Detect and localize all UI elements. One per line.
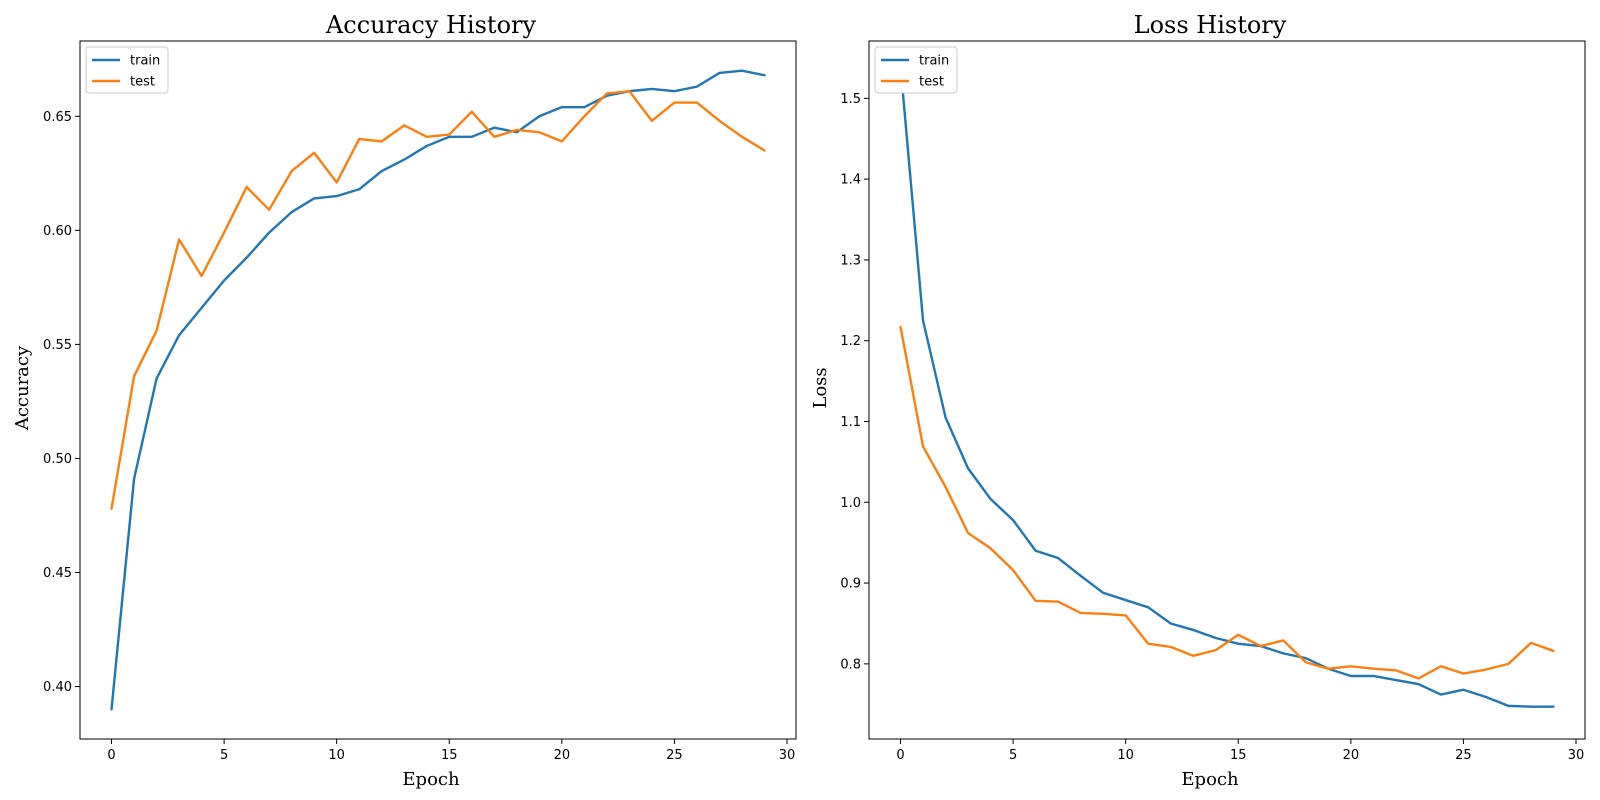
x-tick-label: 20: [554, 748, 571, 763]
y-tick-label: 1.0: [840, 496, 861, 511]
chart-title: Loss History: [1134, 11, 1287, 39]
y-tick-label: 1.4: [840, 173, 861, 188]
x-tick-label: 0: [107, 748, 115, 763]
loss-chart: Loss History Epoch Loss 0 5 10 15 20 25 30 0.8 0…: [810, 11, 1586, 790]
x-tick-label: 25: [666, 748, 683, 763]
x-tick-label: 15: [441, 748, 458, 763]
x-tick-label: 30: [779, 748, 796, 763]
legend: train test: [85, 46, 169, 94]
legend-label-test: test: [130, 75, 155, 90]
y-tick-label: 0.40: [43, 680, 72, 695]
x-tick-label: 25: [1455, 748, 1472, 763]
y-tick-label: 0.65: [43, 110, 72, 125]
y-axis-label: Loss: [810, 367, 831, 408]
y-tick-label: 0.55: [43, 338, 72, 353]
x-tick-label: 10: [1117, 748, 1134, 763]
series-line-test: [110, 89, 766, 510]
x-axis-label: Epoch: [402, 769, 460, 790]
accuracy-chart: Accuracy History Epoch Accuracy 0 5 10 15 20…: [12, 11, 797, 790]
x-tick-label: 5: [1009, 748, 1017, 763]
y-tick-label: 0.9: [840, 577, 861, 592]
plot-frame: [79, 40, 797, 740]
y-tick-label: 1.5: [840, 92, 861, 107]
y-tick-label: 0.45: [43, 566, 72, 581]
series-line-test: [899, 325, 1555, 680]
plot-frame: [868, 40, 1586, 740]
y-tick-label: 1.3: [840, 253, 861, 268]
x-tick-label: 15: [1230, 748, 1247, 763]
y-axis-label: Accuracy: [12, 345, 33, 431]
x-tick-label: 20: [1343, 748, 1360, 763]
x-tick-label: 30: [1568, 748, 1585, 763]
legend: train test: [874, 46, 958, 94]
legend-label-train: train: [130, 54, 160, 69]
y-tick-label: 0.60: [43, 224, 72, 239]
y-tick-label: 0.8: [840, 657, 861, 672]
y-tick-label: 0.50: [43, 452, 72, 467]
x-tick-label: 10: [328, 748, 345, 763]
legend-label-train: train: [919, 54, 949, 69]
y-tick-label: 1.1: [840, 415, 861, 430]
legend-label-test: test: [919, 75, 944, 90]
x-tick-label: 0: [896, 748, 904, 763]
y-tick-label: 1.2: [840, 334, 861, 349]
x-axis-label: Epoch: [1181, 769, 1239, 790]
series-line-train: [899, 64, 1555, 708]
series-line-train: [110, 69, 766, 711]
x-tick-label: 5: [220, 748, 228, 763]
chart-title: Accuracy History: [325, 11, 537, 39]
